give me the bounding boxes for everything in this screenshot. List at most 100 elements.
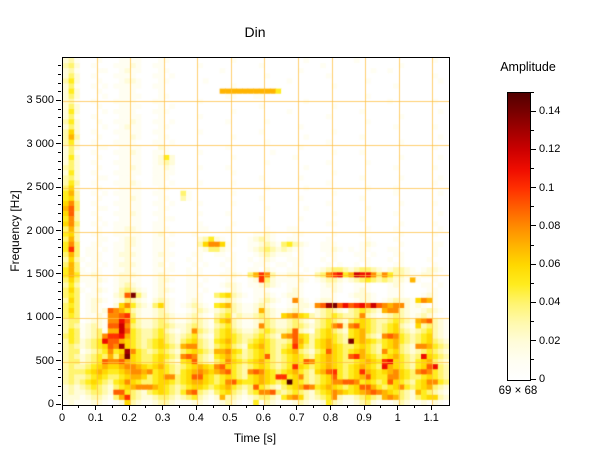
y-minor-tick [58, 125, 61, 127]
y-major-tick [56, 186, 61, 188]
colorbar-major-tick [531, 187, 536, 189]
y-minor-tick [58, 368, 61, 370]
colorbar [507, 92, 531, 381]
y-axis-label: Frequency [Hz] [8, 190, 22, 272]
x-minor-tick [413, 405, 415, 408]
y-tick-label: 2 500 [26, 181, 54, 194]
x-major-tick [195, 405, 197, 410]
x-minor-tick [212, 405, 214, 408]
y-minor-tick [58, 342, 61, 344]
x-tick-label: 0.5 [222, 412, 238, 424]
y-minor-tick [58, 195, 61, 197]
y-minor-tick [58, 308, 61, 310]
x-major-tick [296, 405, 298, 410]
y-minor-tick [58, 394, 61, 396]
colorbar-minor-tick [531, 129, 534, 131]
x-axis-label: Time [s] [233, 431, 277, 445]
x-minor-tick [145, 405, 147, 408]
x-tick-label: 1.1 [423, 412, 439, 424]
x-minor-tick [111, 405, 113, 408]
y-minor-tick [58, 82, 61, 84]
colorbar-major-tick [531, 340, 536, 342]
colorbar-major-tick [531, 225, 536, 227]
colorbar-tick-label: 0.06 [539, 258, 561, 271]
y-minor-tick [58, 73, 61, 75]
grid-size-label: 69 × 68 [498, 385, 538, 397]
y-minor-tick [58, 264, 61, 266]
x-tick-label: 0.3 [155, 412, 171, 424]
colorbar-major-tick [531, 263, 536, 265]
y-minor-tick [58, 299, 61, 301]
colorbar-major-tick [531, 110, 536, 112]
colorbar-minor-tick [531, 168, 534, 170]
y-major-tick [56, 403, 61, 405]
x-major-tick [61, 405, 63, 410]
x-tick-label: 0.7 [289, 412, 305, 424]
x-minor-tick [279, 405, 281, 408]
x-tick-label: 0.1 [87, 412, 104, 424]
x-major-tick [330, 405, 332, 410]
y-minor-tick [58, 169, 61, 171]
plot-area [62, 57, 450, 406]
colorbar-minor-tick [531, 91, 534, 93]
x-major-tick [262, 405, 264, 410]
y-minor-tick [58, 177, 61, 179]
y-minor-tick [58, 108, 61, 110]
x-major-tick [397, 405, 399, 410]
y-minor-tick [58, 256, 61, 258]
y-minor-tick [58, 247, 61, 249]
x-major-tick [128, 405, 130, 410]
colorbar-minor-tick [531, 206, 534, 208]
y-major-tick [56, 316, 61, 318]
x-minor-tick [178, 405, 180, 408]
colorbar-tick-label: 0.02 [539, 334, 561, 347]
x-major-tick [363, 405, 365, 410]
colorbar-major-tick [531, 378, 536, 380]
y-major-tick [56, 230, 61, 231]
y-minor-tick [58, 117, 61, 119]
colorbar-minor-tick [531, 321, 534, 323]
colorbar-major-tick [531, 148, 536, 150]
colorbar-tick-label: 0.08 [539, 219, 561, 232]
x-major-tick [162, 405, 164, 410]
x-tick-label: 0.2 [121, 412, 137, 424]
y-major-tick [56, 99, 61, 101]
y-tick-label: 1 500 [26, 267, 54, 280]
y-minor-tick [58, 282, 61, 284]
x-major-tick [430, 405, 432, 410]
colorbar-tick-label: 0.04 [539, 296, 561, 309]
y-tick-label: 3 000 [26, 137, 54, 150]
x-tick-label: 1 [394, 412, 401, 424]
x-tick-label: 0.4 [188, 412, 204, 424]
y-minor-tick [58, 221, 61, 223]
y-minor-tick [58, 334, 61, 336]
x-minor-tick [380, 405, 382, 408]
y-minor-tick [58, 65, 61, 67]
y-minor-tick [58, 325, 61, 327]
colorbar-major-tick [531, 301, 536, 303]
y-tick-label: 3 500 [26, 94, 54, 107]
y-minor-tick [58, 151, 61, 153]
x-tick-label: 0 [58, 412, 66, 424]
colorbar-tick-label: 0.12 [539, 143, 561, 156]
x-minor-tick [78, 405, 80, 408]
colorbar-minor-tick [531, 359, 534, 361]
x-tick-label: 0.6 [255, 412, 272, 424]
heatmap-canvas [63, 58, 449, 405]
y-tick-label: 1 000 [26, 311, 54, 324]
y-minor-tick [58, 212, 61, 214]
colorbar-minor-tick [531, 244, 534, 246]
x-major-tick [229, 405, 231, 410]
y-minor-tick [58, 386, 61, 388]
colorbar-tick-label: 0.1 [539, 181, 555, 194]
y-minor-tick [58, 290, 61, 292]
y-tick-label: 500 [35, 354, 54, 367]
y-minor-tick [58, 238, 61, 240]
colorbar-tick-label: 0 [539, 373, 546, 385]
y-minor-tick [58, 91, 61, 93]
y-minor-tick [58, 203, 61, 205]
x-minor-tick [313, 405, 315, 408]
y-minor-tick [58, 377, 61, 379]
colorbar-minor-tick [531, 282, 534, 284]
